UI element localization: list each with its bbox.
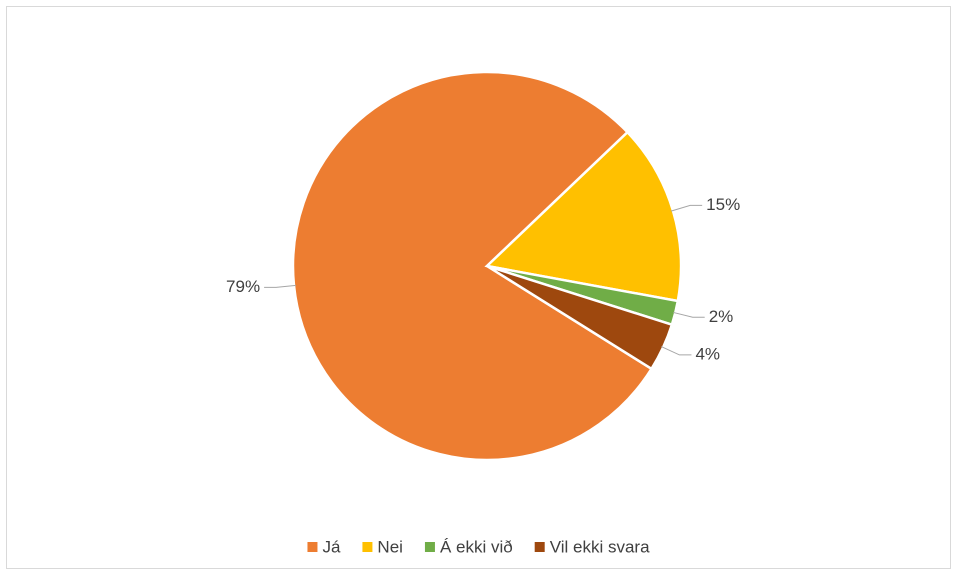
legend-swatch [534, 542, 545, 552]
leader-line [661, 346, 692, 356]
data-label: 4% [695, 344, 720, 363]
legend-label: Á ekki við [440, 537, 513, 556]
legend-swatch [424, 542, 435, 552]
legend-swatch [362, 542, 373, 552]
data-label: 15% [706, 195, 740, 214]
legend-label: Vil ekki svara [550, 537, 650, 556]
legend-label: Já [322, 537, 341, 556]
data-label: 2% [709, 307, 734, 326]
leader-line [670, 204, 703, 212]
data-label: 79% [226, 277, 260, 296]
legend: Já Nei Á ekki við Vil ekki svara [307, 537, 650, 556]
legend-label: Nei [377, 537, 403, 556]
leader-line [264, 284, 297, 288]
leader-line [673, 311, 705, 318]
legend-swatch [307, 542, 318, 552]
